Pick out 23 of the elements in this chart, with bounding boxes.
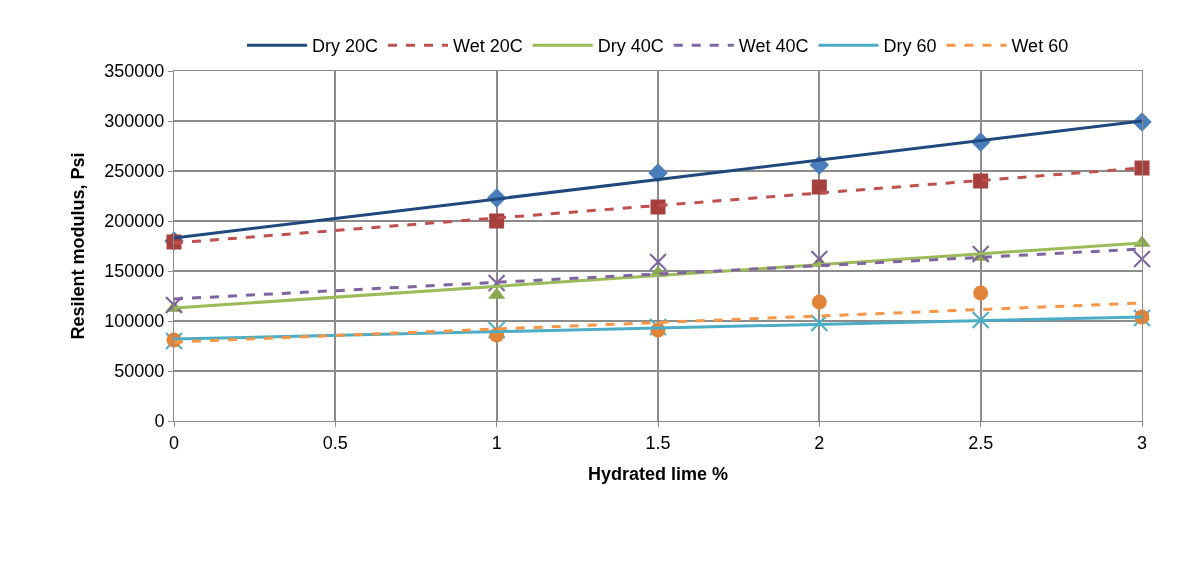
y-tick-label: 150000 [104,261,165,282]
y-tick-label: 200000 [104,211,165,232]
y-tick-label: 0 [154,411,165,432]
x-tick-label: 3 [1136,432,1148,453]
legend-label: Wet 20C [453,36,523,57]
x-axis-title: Hydrated lime % [587,463,729,484]
legend-label: Wet 40C [738,36,809,57]
x-tick-label: 1.5 [645,432,671,453]
legend-label: Dry 20C [312,36,379,57]
x-tick-label: 2 [814,432,825,453]
y-tick-label: 250000 [104,161,165,182]
y-tick-label: 300000 [104,111,165,132]
x-tick-label: 2.5 [968,432,994,453]
legend-label: Wet 60 [1011,36,1069,57]
x-tick-label: 0 [168,432,180,453]
legend-label: Dry 60 [883,36,937,57]
legend-label: Dry 40C [597,36,664,57]
x-tick-label: 1 [491,432,502,453]
y-axis-title: Resilent modulus, Psi [67,152,88,340]
x-tick-label: 0.5 [322,432,348,453]
y-tick-label: 100000 [104,311,165,332]
y-tick-label: 350000 [104,61,165,82]
y-tick-label: 50000 [114,361,165,382]
